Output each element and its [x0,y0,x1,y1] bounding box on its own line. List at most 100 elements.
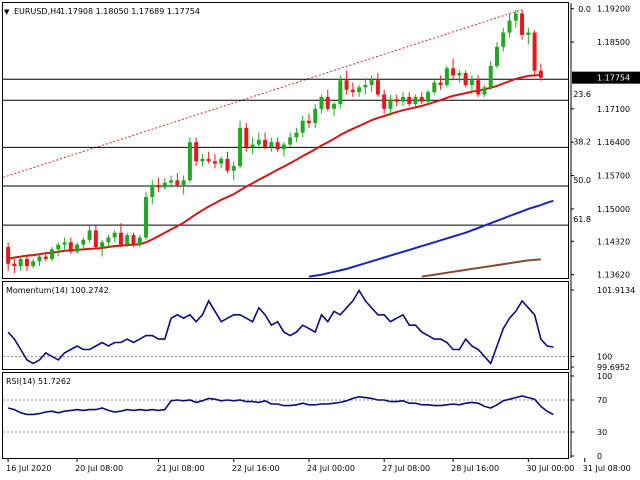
candle-body [350,89,355,93]
ohlc-label: 1.17908 1.18050 1.17689 1.17754 [60,7,200,16]
fib-label-61-8: 61.8 [573,215,591,224]
candle-body [532,32,537,71]
fib-label-38-2: 38.2 [573,137,591,146]
price-tick-label: 1.15000 [597,205,630,214]
candle-body [438,82,443,85]
candle-body [413,96,418,105]
candle-body [200,158,205,162]
time-tick-label: 31 Jul 08:00 [583,464,631,473]
candle-body [62,242,67,245]
candle-body [31,261,36,267]
time-tick-label: 16 Jul 2020 [6,464,51,473]
candle-body [194,142,199,162]
candle-body [37,256,42,262]
sma-brown-line [421,258,541,278]
rsi-tick-label: 70 [597,396,607,405]
candle-body [6,247,11,264]
price-tick-label: 1.17100 [597,105,630,114]
candle-body [56,244,61,250]
candle-body [219,158,224,164]
price-tick-label: 1.15700 [597,172,630,181]
candle-body [482,87,487,95]
candle-body [43,256,48,259]
price-tick-label: 1.18500 [597,38,630,47]
candle-body [175,180,180,186]
candle-body [288,137,293,145]
candle-body [538,70,543,78]
price-tick-label: 1.13620 [597,271,630,280]
candle-body [407,96,412,105]
current-price-label: 1.17754 [597,74,630,83]
candle-body [93,230,98,248]
time-tick-label: 27 Jul 08:00 [382,464,430,473]
fib-trend-dashed-line [2,9,523,178]
fib-label-23-6: 23.6 [573,90,591,99]
time-tick-label: 28 Jul 16:00 [451,464,499,473]
candle-body [319,96,324,109]
candle-body [100,242,105,248]
momentum-line [7,288,554,365]
candle-body [12,263,17,267]
candle-body [300,120,305,133]
momentum-tick-label: 99.6952 [597,363,630,372]
current-price-box [572,71,640,84]
candle-body [87,230,92,240]
momentum-panel-frame [2,281,569,370]
candle-body [231,165,236,171]
candle-body [275,142,280,150]
candle-body [313,108,318,124]
price-tick-label: 1.14320 [597,237,630,246]
main-price-layer: 0.0 23.6 38.2 50.0 61.8 [2,5,591,278]
candle-body [75,244,80,252]
candle-body [338,80,343,105]
fib-label-50-0: 50.0 [573,176,591,185]
time-tick-label: 30 Jul 00:00 [526,464,574,473]
candle-body [106,237,111,243]
candle-body [344,80,349,90]
chevron-down-icon[interactable]: ▼ [4,8,10,16]
candle-body [306,120,311,124]
candle-body [419,96,424,102]
candle-body [238,127,243,166]
candle-body [181,180,186,186]
candle-body [444,68,449,85]
candle-body [357,87,362,93]
main-panel-frame [2,2,569,279]
price-tick-label: 1.19200 [597,5,630,14]
rsi-tick-label: 0 [597,452,602,461]
candle-body [513,13,518,21]
candle-body [463,73,468,85]
candle-body [169,180,174,183]
candle-body [150,185,155,197]
symbol-label: EURUSD,H4 [14,7,61,16]
fib-label-0-0: 0.0 [578,5,591,14]
candle-body [187,142,192,181]
candle-body [494,46,499,66]
momentum-title: Momentum(14) 100.2742 [6,286,109,295]
candle-body [225,158,230,171]
candle-body [50,249,55,259]
time-tick-label: 24 Jul 00:00 [307,464,355,473]
candle-body [118,232,123,245]
time-tick-label: 21 Jul 08:00 [157,464,205,473]
sma-blue-line [308,199,554,278]
candle-body [156,185,161,188]
candle-body [68,242,73,252]
candle-body [400,96,405,102]
candle-body [375,80,380,95]
rsi-title: RSI(14) 51.7262 [6,377,71,386]
candle-body [488,65,493,88]
time-tick-label: 22 Jul 16:00 [232,464,280,473]
candle-body [250,144,255,147]
time-tick-label: 20 Jul 08:00 [75,464,123,473]
rsi-panel-frame [2,372,569,459]
price-tick-label: 1.16400 [597,138,630,147]
candle-body [325,96,330,109]
candle-body [281,144,286,150]
candle-body [294,132,299,138]
candle-body [426,92,431,102]
rsi-tick-label: 30 [597,428,607,437]
candle-body [526,32,531,35]
axis-layer: 1.19200 1.18500 1.17754 1.17100 1.16400 1.157… [6,3,640,473]
